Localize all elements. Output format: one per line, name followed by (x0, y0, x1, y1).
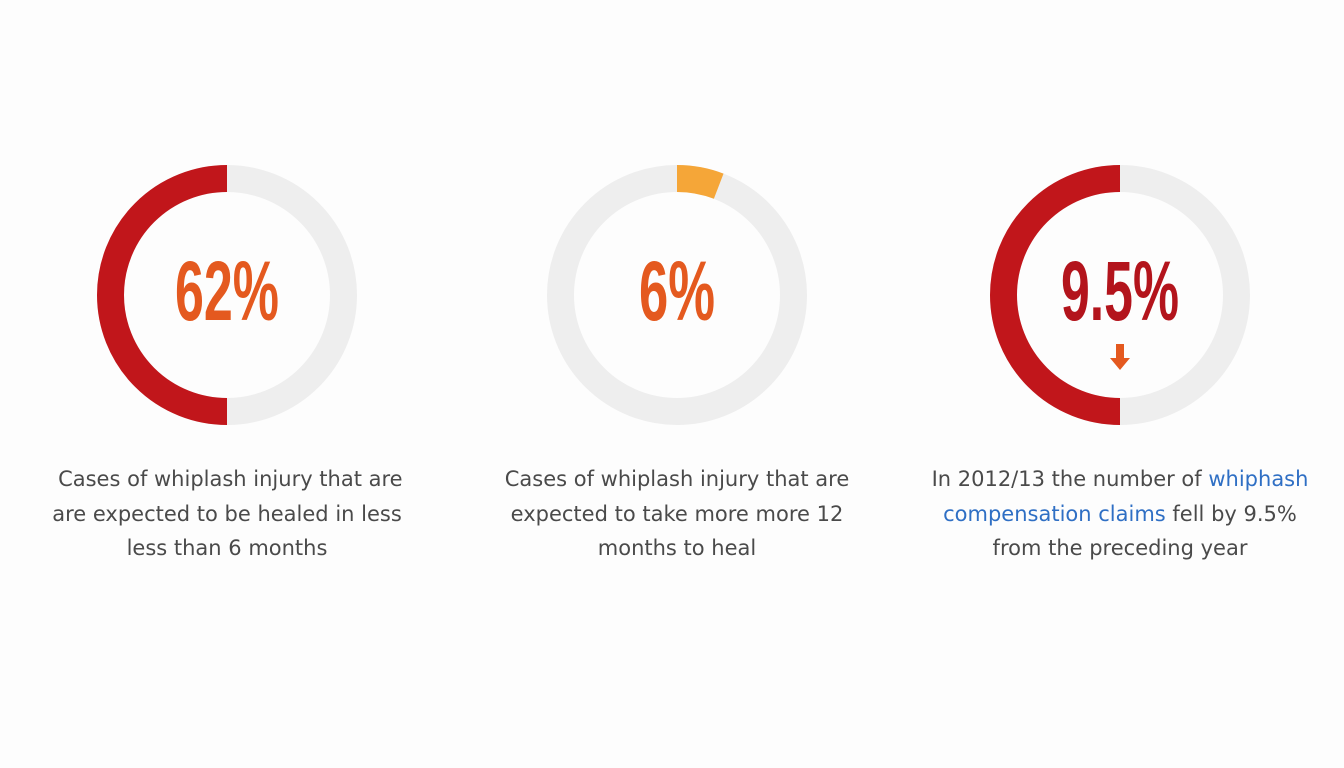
caption-text: Cases of whiplash injury that are (504, 467, 850, 491)
ring-arc (990, 165, 1121, 425)
caption-text: from the preceding year (992, 536, 1248, 560)
caption-line: from the preceding year (900, 531, 1340, 566)
stat-figure: 6% (639, 244, 715, 338)
caption-text: less than 6 months (126, 536, 328, 560)
down-arrow (1110, 344, 1130, 370)
caption: In 2012/13 the number of whiphash compens… (900, 462, 1340, 566)
ring-arc (97, 165, 228, 425)
caption: Cases of whiplash injury that are expecte… (457, 462, 897, 566)
caption-line: Cases of whiplash injury that are (457, 462, 897, 497)
caption-line: Cases of whiplash injury that are (7, 462, 447, 497)
caption-text: are expected to be healed in less (52, 501, 402, 526)
caption-text: months to heal (597, 536, 757, 560)
caption-text: In 2012/13 the number of (931, 467, 1209, 491)
caption-line: compensation claims fell by 9.5% (900, 497, 1340, 532)
caption-text: Cases of whiplash injury that are (51, 467, 403, 491)
caption-line: are expected to be healed in less (7, 497, 447, 532)
caption-line: In 2012/13 the number of whiphash (900, 462, 1340, 497)
caption-line: less than 6 months (7, 531, 447, 566)
caption-text: fell by 9.5% (1165, 501, 1297, 526)
caption-text: expected to take more more 12 (510, 501, 844, 526)
caption-line: months to heal (457, 531, 897, 566)
link-text[interactable]: compensation claims (943, 501, 1166, 526)
stat-figure: 9.5% (1061, 244, 1179, 338)
stat-figure: 62% (175, 244, 279, 338)
ring-arc (676, 164, 724, 199)
link-text[interactable]: whiphash (1208, 467, 1309, 491)
caption-line: expected to take more more 12 (457, 497, 897, 532)
caption: Cases of whiplash injury that are are exp… (7, 462, 447, 566)
